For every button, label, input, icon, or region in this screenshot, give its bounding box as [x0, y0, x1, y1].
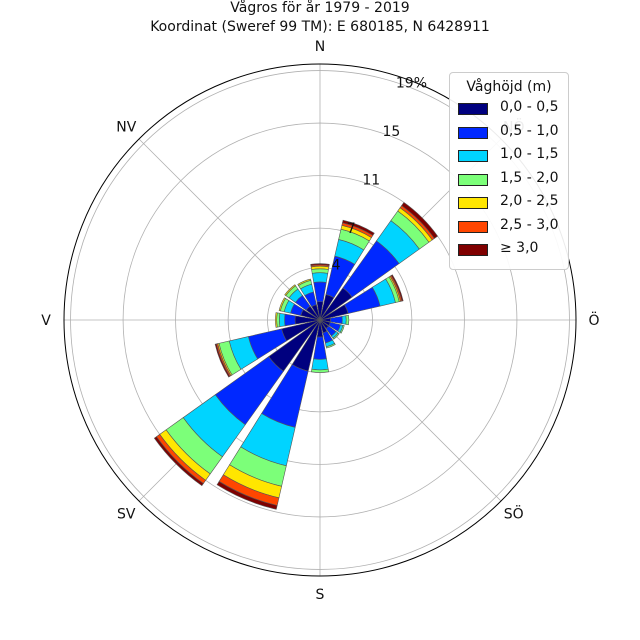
legend-swatch-0	[458, 103, 488, 115]
bar-N-bin-2	[311, 272, 329, 283]
bar-VNV-bin-4	[278, 297, 286, 312]
chart-subtitle: Koordinat (Sweref 99 TM): E 680185, N 64…	[150, 19, 490, 35]
legend-title: Våghöjd (m)	[466, 79, 552, 95]
legend-swatch-5	[458, 220, 488, 233]
bar-S-bin-2	[311, 358, 329, 371]
legend-label-6: ≥ 3,0	[500, 240, 539, 256]
bar-V-bin-4	[275, 312, 278, 328]
radial-tick-label-3: 15	[382, 124, 400, 140]
bar-SSV-bin-6	[216, 481, 278, 510]
legend-label-3: 1,5 - 2,0	[500, 169, 559, 186]
legend-label-1: 0,5 - 1,0	[500, 122, 559, 139]
legend-swatch-3	[458, 173, 488, 186]
bar-SV-bin-6	[153, 436, 204, 487]
bar-SSÖ-bin-3	[325, 342, 336, 349]
legend-label-5: 2,5 - 3,0	[500, 216, 559, 233]
legend-swatch-2	[458, 150, 488, 162]
bar-N-bin-1	[313, 281, 327, 303]
bar-ÖSÖ-bin-3	[339, 324, 345, 334]
legend-label-4: 2,0 - 2,5	[500, 193, 559, 209]
legend-entry-4: 2,0 - 2,5	[450, 193, 568, 217]
radial-tick-label-2: 11	[362, 173, 380, 189]
bar-SÖ-bin-3	[332, 332, 340, 340]
legend-swatch-6	[458, 244, 488, 256]
legend-swatch-4	[458, 197, 488, 209]
outer-frame	[63, 63, 577, 577]
legend-entry-1: 0,5 - 1,0	[450, 123, 568, 147]
compass-label-5: SV	[117, 507, 136, 523]
bar-NÖ-bin-6	[401, 202, 438, 239]
bar-NV-bin-4	[284, 284, 297, 297]
legend-entry-5: 2,5 - 3,0	[450, 217, 568, 241]
compass-label-2: Ö	[588, 311, 599, 329]
bar-N-bin-6	[310, 263, 330, 266]
legend-entries: 0,0 - 0,5 0,5 - 1,0 1,0 - 1,5 1,5 - 2,0 2,0 …	[450, 99, 568, 264]
bar-S-bin-3	[310, 368, 330, 373]
axis-labels: NNÖÖSÖSSVVNV47111519%	[41, 39, 599, 603]
bar-NNÖ-bin-6	[342, 219, 375, 236]
legend-label-0: 0,0 - 0,5	[500, 99, 559, 115]
legend-swatch-1	[458, 126, 488, 139]
legend-entry-2: 1,0 - 1,5	[450, 146, 568, 170]
radial-tick-label-1: 7	[347, 221, 356, 237]
compass-label-0: N	[315, 39, 325, 55]
chart-title: Vågros för år 1979 - 2019	[230, 0, 410, 16]
legend-entry-6: ≥ 3,0	[450, 240, 568, 264]
legend-label-2: 1,0 - 1,5	[500, 146, 559, 162]
compass-label-3: SÖ	[504, 505, 524, 523]
legend-entry-3: 1,5 - 2,0	[450, 170, 568, 194]
bar-N-bin-3	[311, 268, 329, 274]
compass-label-7: NV	[116, 119, 136, 135]
bar-Ö-bin-3	[345, 314, 350, 326]
bar-NNV-bin-4	[297, 278, 312, 286]
rose-bars	[153, 202, 438, 510]
compass-label-4: S	[316, 587, 325, 603]
bar-V-bin-2	[279, 312, 286, 328]
bar-Ö-bin-2	[341, 315, 347, 325]
bar-VSV-bin-6	[214, 343, 231, 378]
legend: Våghöjd (m) 0,0 - 0,5 0,5 - 1,0 1,0 - 1,5 1…	[449, 72, 569, 270]
grid-spoke-3	[319, 319, 502, 502]
bar-ÖNÖ-bin-6	[390, 274, 404, 302]
radial-tick-label-4: 19%	[396, 76, 427, 92]
bar-V-bin-1	[284, 313, 296, 327]
legend-entry-0: 0,0 - 0,5	[450, 99, 568, 123]
radial-tick-label-0: 4	[332, 257, 341, 273]
compass-label-6: V	[41, 313, 51, 329]
